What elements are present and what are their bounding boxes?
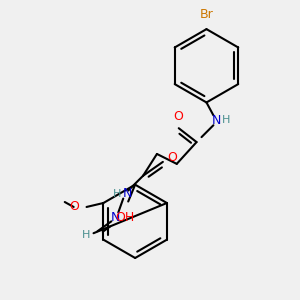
Text: N: N: [122, 187, 132, 200]
Text: N: N: [212, 114, 221, 127]
Text: Br: Br: [200, 8, 213, 21]
Text: H: H: [222, 115, 230, 125]
Text: H: H: [113, 189, 122, 199]
Text: N: N: [111, 211, 120, 224]
Text: O: O: [173, 110, 183, 123]
Text: H: H: [81, 230, 90, 240]
Text: O: O: [167, 152, 177, 164]
Text: OH: OH: [116, 212, 135, 224]
Text: O: O: [70, 200, 80, 214]
